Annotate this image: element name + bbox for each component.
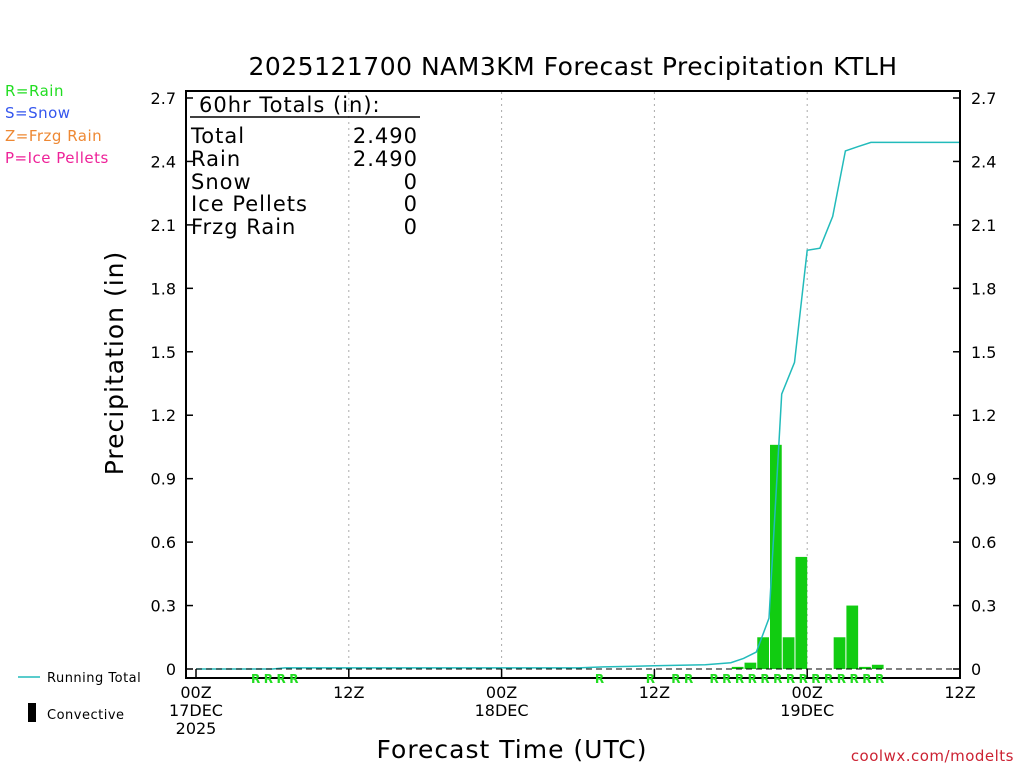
- precip-bar: [770, 444, 782, 669]
- totals-header: 60hr Totals (in):: [199, 93, 381, 117]
- y-tick-label: 2.1: [151, 216, 176, 235]
- y-axes: 0 00.3 0.30.6 0.60.9 0.91.2 1.21.5 1.51.8 1.82.…: [151, 89, 997, 679]
- ptype-mark: R: [824, 672, 833, 686]
- precip-bar: [731, 666, 744, 669]
- ptype-mark: R: [646, 672, 655, 686]
- y-tick-label: 1.5: [971, 343, 996, 362]
- ptype-mark: R: [799, 672, 808, 686]
- totals-box: 60hr Totals (in): Total 2.490 Rain 2.490…: [190, 93, 420, 239]
- y-tick-label: 0.6: [151, 533, 176, 552]
- chart-title: 2025121700 NAM3KM Forecast Precipitation…: [248, 52, 897, 81]
- running-total-legend-label: Running Total: [47, 671, 141, 686]
- y-tick-label: 2.4: [971, 152, 996, 171]
- legend-rain: R=Rain: [5, 82, 64, 100]
- x-tick-label: 18DEC: [475, 701, 529, 720]
- ptype-mark: R: [862, 672, 871, 686]
- x-tick-label: 12Z: [333, 683, 364, 702]
- y-tick-label: 1.2: [971, 406, 996, 425]
- ptype-mark: R: [684, 672, 693, 686]
- y-tick-label: 1.5: [151, 343, 176, 362]
- precip-bar: [744, 662, 757, 669]
- y-tick-label: 1.8: [151, 279, 176, 298]
- legend-frzg-rain: Z=Frzg Rain: [5, 127, 102, 145]
- source-credit: coolwx.com/modelts: [851, 747, 1014, 765]
- precip-bar: [833, 637, 846, 669]
- ptype-mark: R: [251, 672, 260, 686]
- x-tick-label: 17DEC: [169, 701, 223, 720]
- x-tick-label: 00Z: [486, 683, 517, 702]
- y-tick-label: 2.7: [971, 89, 996, 108]
- ptype-mark: R: [595, 672, 604, 686]
- ptype-mark: R: [277, 672, 286, 686]
- running-total-layer: [196, 141, 960, 670]
- x-tick-label: 12Z: [639, 683, 670, 702]
- y-tick-label: 0.6: [971, 533, 996, 552]
- convective-legend-swatch: [28, 703, 36, 722]
- totals-row-label: Ice Pellets: [191, 192, 308, 216]
- ptype-mark: R: [671, 672, 680, 686]
- ptype-mark: R: [264, 672, 273, 686]
- y-tick-label: 1.2: [151, 406, 176, 425]
- precip-bar: [846, 605, 859, 669]
- y-tick-label: 2.7: [151, 89, 176, 108]
- ptype-mark: R: [837, 672, 846, 686]
- y-tick-label: 0.9: [151, 470, 176, 489]
- precip-bar: [782, 637, 795, 669]
- ptype-mark: R: [760, 672, 769, 686]
- precip-bar: [795, 556, 808, 669]
- y-tick-label: 0: [971, 660, 981, 679]
- totals-row-value: 0: [404, 192, 418, 216]
- y-tick-label: 0: [166, 660, 176, 679]
- ptype-mark: R: [709, 672, 718, 686]
- ptype-mark: R: [875, 672, 884, 686]
- precip-bar: [871, 664, 884, 669]
- ptype-mark: R: [786, 672, 795, 686]
- totals-row-value: 2.490: [353, 124, 418, 148]
- ptype-mark: R: [773, 672, 782, 686]
- y-tick-label: 2.1: [971, 216, 996, 235]
- x-tick-label: 00Z: [792, 683, 823, 702]
- totals-row-label: Frzg Rain: [191, 215, 296, 239]
- x-axis-label: Forecast Time (UTC): [377, 735, 648, 764]
- totals-row-value: 0: [404, 215, 418, 239]
- totals-row-value: 0: [404, 170, 418, 194]
- y-tick-label: 0.3: [151, 597, 176, 616]
- x-tick-label: 12Z: [944, 683, 975, 702]
- convective-legend-label: Convective: [47, 708, 125, 723]
- y-tick-label: 1.8: [971, 279, 996, 298]
- totals-row-value: 2.490: [353, 147, 418, 171]
- hourly-precip-bars: [731, 444, 884, 669]
- x-tick-label: 2025: [176, 719, 217, 738]
- precip-bar: [859, 666, 871, 669]
- ptype-mark: R: [850, 672, 859, 686]
- plot-area-frame: [185, 90, 961, 679]
- totals-row-label: Snow: [191, 170, 252, 194]
- ptype-mark: R: [811, 672, 820, 686]
- totals-row-label: Rain: [191, 147, 241, 171]
- y-tick-label: 2.4: [151, 152, 176, 171]
- running-total-line: [196, 141, 960, 670]
- legend-snow: S=Snow: [5, 104, 71, 122]
- y-axis-label: Precipitation (in): [100, 251, 129, 476]
- legend-ice-pellets: P=Ice Pellets: [5, 149, 109, 167]
- ptype-mark: R: [289, 672, 298, 686]
- ptype-mark: R: [748, 672, 757, 686]
- precip-bar: [757, 637, 769, 669]
- x-tick-label: 19DEC: [780, 701, 834, 720]
- ptype-mark: R: [735, 672, 744, 686]
- y-tick-label: 0.3: [971, 597, 996, 616]
- y-tick-label: 0.9: [971, 470, 996, 489]
- totals-row-label: Total: [190, 124, 245, 148]
- x-tick-label: 00Z: [180, 683, 211, 702]
- ptype-mark: R: [722, 672, 731, 686]
